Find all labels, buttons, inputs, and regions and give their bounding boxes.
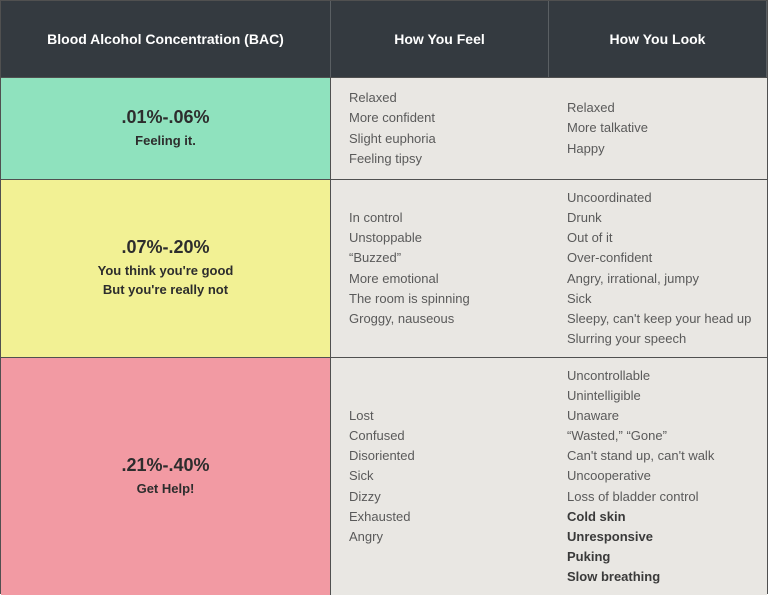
bac-subtitle-1: Feeling it. [135, 132, 196, 151]
list-item: Drunk [567, 208, 753, 228]
list-item: Sick [349, 466, 535, 486]
feel-cell-3: LostConfusedDisorientedSickDizzyExhauste… [331, 357, 549, 595]
list-item: “Wasted,” “Gone” [567, 426, 753, 446]
feel-cell-1: RelaxedMore confidentSlight euphoriaFeel… [331, 77, 549, 179]
list-item: In control [349, 208, 535, 228]
bac-subtitle-2: You think you're goodBut you're really n… [98, 262, 234, 300]
list-item: More emotional [349, 269, 535, 289]
list-item: Unintelligible [567, 386, 753, 406]
list-item: Unstoppable [349, 228, 535, 248]
list-item: Can't stand up, can't walk [567, 446, 753, 466]
list-item: Slow breathing [567, 567, 753, 587]
list-item: More talkative [567, 118, 753, 138]
list-item: Angry [349, 527, 535, 547]
look-cell-1: RelaxedMore talkativeHappy [549, 77, 767, 179]
list-item: Sick [567, 289, 753, 309]
bac-range-2: .07%-.20% [121, 237, 209, 258]
list-item: Cold skin [567, 507, 753, 527]
list-item: Feeling tipsy [349, 149, 535, 169]
list-item: Confused [349, 426, 535, 446]
list-item: The room is spinning [349, 289, 535, 309]
bac-range-3: .21%-.40% [121, 455, 209, 476]
look-cell-3: UncontrollableUnintelligibleUnaware“Wast… [549, 357, 767, 595]
list-item: Puking [567, 547, 753, 567]
look-cell-2: UncoordinatedDrunkOut of itOver-confiden… [549, 179, 767, 357]
list-item: Over-confident [567, 248, 753, 268]
list-item: Out of it [567, 228, 753, 248]
bac-table: Blood Alcohol Concentration (BAC) How Yo… [0, 0, 768, 594]
list-item: “Buzzed” [349, 248, 535, 268]
header-bac: Blood Alcohol Concentration (BAC) [1, 1, 331, 77]
list-item: Slurring your speech [567, 329, 753, 349]
feel-cell-2: In controlUnstoppable“Buzzed”More emotio… [331, 179, 549, 357]
list-item: Relaxed [349, 88, 535, 108]
list-item: Sleepy, can't keep your head up [567, 309, 753, 329]
list-item: Loss of bladder control [567, 487, 753, 507]
list-item: Happy [567, 139, 753, 159]
list-item: Unaware [567, 406, 753, 426]
list-item: Slight euphoria [349, 129, 535, 149]
list-item: Relaxed [567, 98, 753, 118]
list-item: Uncoordinated [567, 188, 753, 208]
header-look: How You Look [549, 1, 767, 77]
list-item: Disoriented [349, 446, 535, 466]
bac-range-1: .01%-.06% [121, 107, 209, 128]
bac-cell-3: .21%-.40% Get Help! [1, 357, 331, 595]
list-item: Lost [349, 406, 535, 426]
list-item: Groggy, nauseous [349, 309, 535, 329]
list-item: Angry, irrational, jumpy [567, 269, 753, 289]
list-item: Dizzy [349, 487, 535, 507]
header-feel: How You Feel [331, 1, 549, 77]
bac-subtitle-3: Get Help! [137, 480, 195, 499]
list-item: Unresponsive [567, 527, 753, 547]
list-item: Uncooperative [567, 466, 753, 486]
bac-cell-2: .07%-.20% You think you're goodBut you'r… [1, 179, 331, 357]
list-item: Exhausted [349, 507, 535, 527]
bac-cell-1: .01%-.06% Feeling it. [1, 77, 331, 179]
list-item: More confident [349, 108, 535, 128]
list-item: Uncontrollable [567, 366, 753, 386]
